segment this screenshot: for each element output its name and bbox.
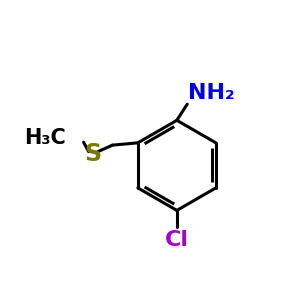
Text: NH₂: NH₂ bbox=[188, 83, 235, 103]
Text: H₃C: H₃C bbox=[25, 128, 66, 148]
Text: S: S bbox=[84, 142, 101, 167]
Text: Cl: Cl bbox=[165, 230, 189, 250]
